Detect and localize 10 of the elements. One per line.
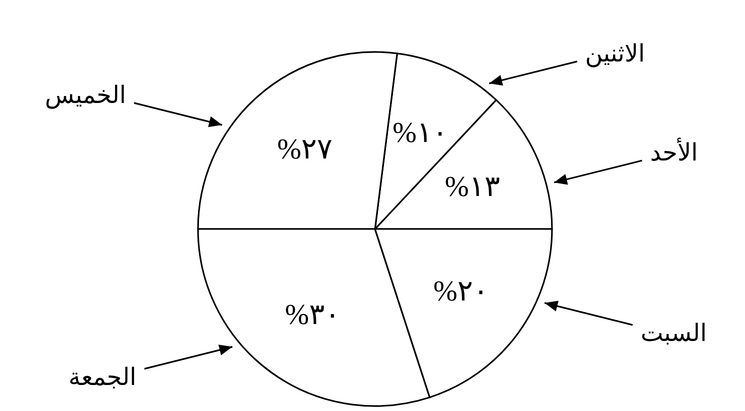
slice-label: السبت bbox=[640, 318, 707, 347]
slice-label: الخميس bbox=[44, 80, 126, 109]
slice-label: الأحد bbox=[650, 138, 698, 167]
slice-label: الجمعة bbox=[68, 362, 136, 391]
data-label: %٣٠ bbox=[284, 298, 340, 331]
data-label: %١٠ bbox=[392, 116, 448, 149]
data-label: %١٣ bbox=[444, 170, 500, 203]
data-label: %٢٠ bbox=[433, 275, 489, 308]
slice-label: الاثنين bbox=[585, 39, 645, 68]
data-label: %٢٧ bbox=[277, 133, 332, 166]
